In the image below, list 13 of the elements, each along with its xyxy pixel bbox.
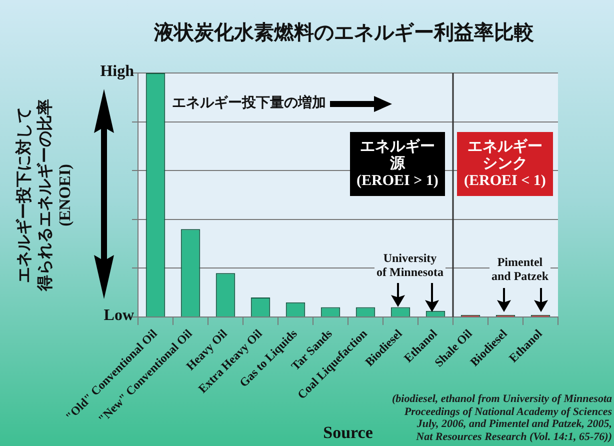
label-box: エネルギーシンク(EROEI < 1) [457,132,553,196]
y-axis-title: エネルギー投下に対して得られるエネルギーの比率(ENOEI) [14,98,74,294]
annotation: エネルギー源(EROEI > 1) [356,137,438,190]
annotation: Pimentel and Patzek [490,255,550,284]
x-axis-title: Source [323,423,374,442]
label-box: エネルギー源(EROEI > 1) [350,132,445,196]
annotation: エネルギー投下量の増加 [172,95,326,112]
text: High [100,63,134,82]
text: (biodiesel, ethanol from University of Minnesota Proceedings of National Academy of Sciences July, 2006, and Pimentel and Patzek, 2005, Nat Resources Research (Vol. 14:1, 65-76)) [392,393,612,444]
chart-title: 液状炭化水素燃料のエネルギー利益率比較 [153,20,535,44]
annotation: University of Minnesota [374,251,446,280]
text: Low [104,307,134,326]
annotation: エネルギーシンク(EROEI < 1) [464,137,546,190]
